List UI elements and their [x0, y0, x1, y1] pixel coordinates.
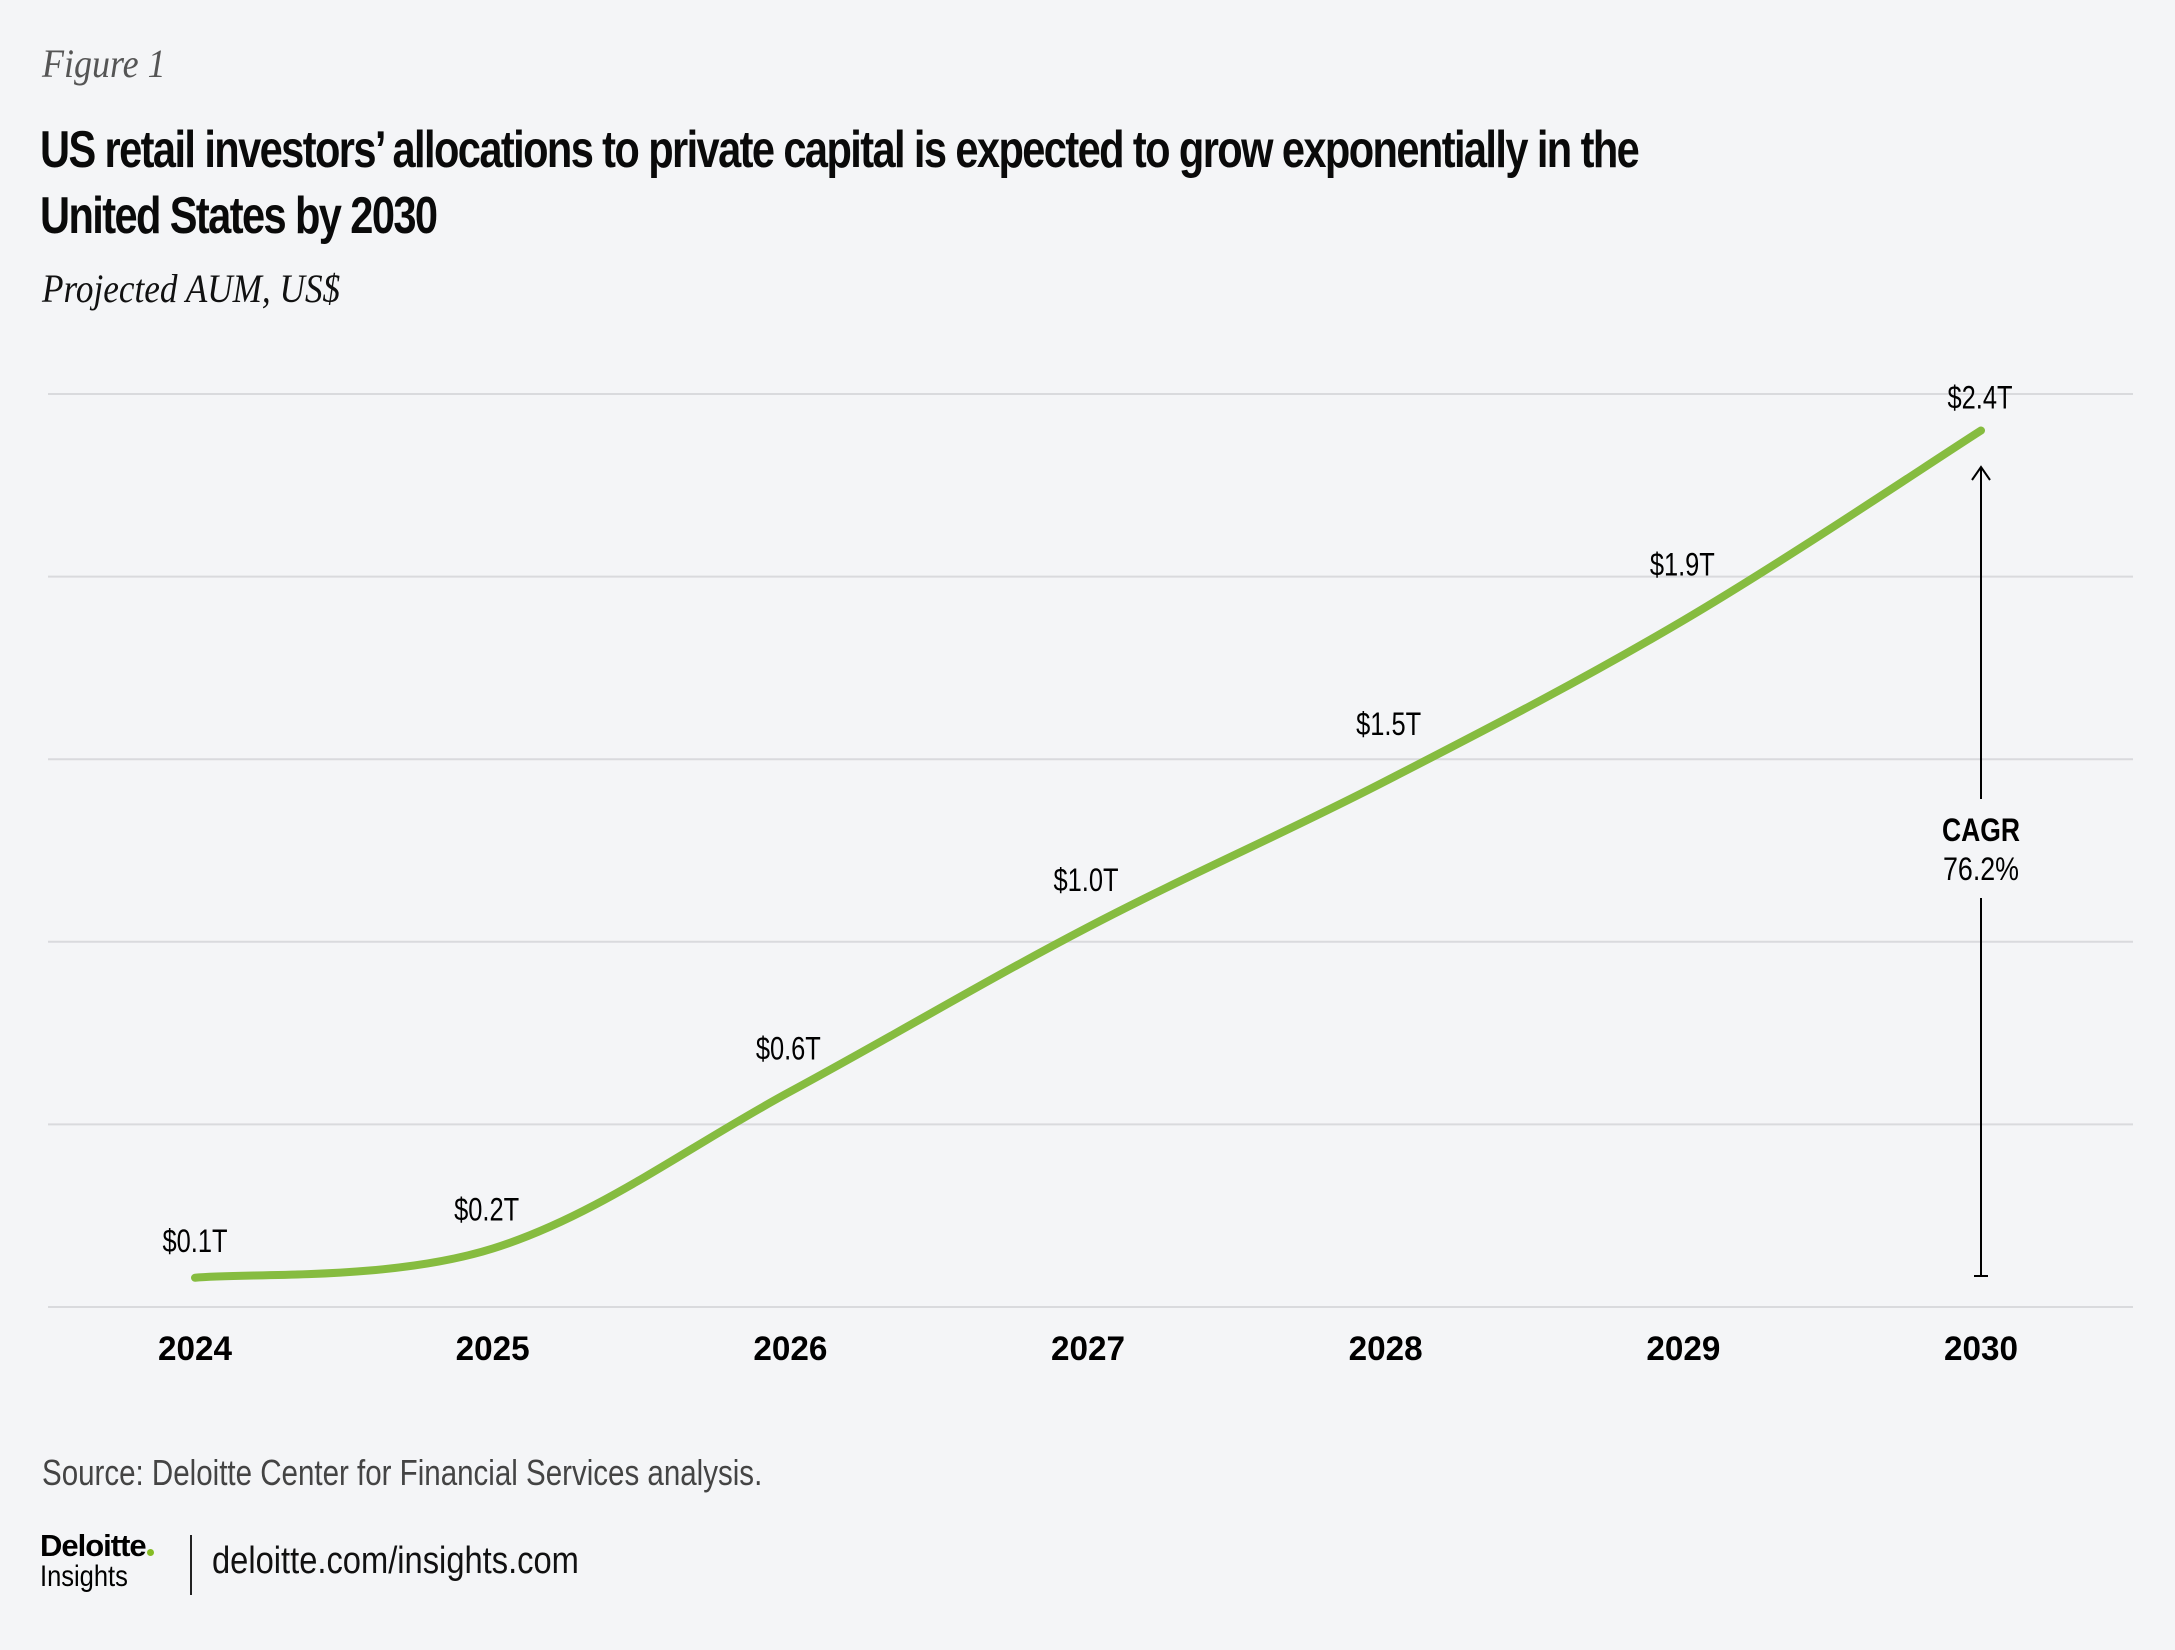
chart-title-line-2: United States by 2030	[40, 187, 438, 245]
deloitte-insights-logo: Deloitte Insights	[40, 1530, 154, 1592]
data-label: $1.9T	[1650, 546, 1715, 582]
data-label: $0.2T	[454, 1192, 519, 1228]
data-label: $0.1T	[163, 1223, 228, 1259]
logo-sub-text: Insights	[40, 1560, 128, 1593]
logo-main-text: Deloitte	[40, 1528, 147, 1563]
logo-dot-icon	[146, 1549, 154, 1556]
series-line-projected-aum	[191, 426, 1985, 1282]
gridlines	[48, 393, 2133, 1308]
x-tick-label: 2030	[1944, 1330, 2018, 1368]
chart-title-line-1: US retail investors’ allocations to priv…	[40, 121, 1640, 179]
x-tick-label: 2027	[1051, 1330, 1125, 1368]
data-label: $1.0T	[1054, 862, 1119, 898]
x-tick-label: 2029	[1646, 1330, 1720, 1368]
data-labels: $0.1T $0.2T $0.6T $1.0T $1.5T $1.9T $2.4T	[163, 380, 2013, 1259]
x-tick-label: 2028	[1349, 1330, 1423, 1368]
line-chart: 2024 2025 2026 2027 2028 2029 2030 $0.1T$0.2T$…	[48, 380, 2133, 1368]
x-tick-label: 2024	[158, 1330, 232, 1368]
x-tick-label: 2026	[753, 1330, 827, 1368]
chart-title: US retail investors’ allocations to priv…	[40, 117, 1800, 249]
x-tick-label: 2025	[456, 1330, 530, 1368]
x-axis-tick-labels: 2024 2025 2026 2027 2028 2029 2030	[158, 1330, 2018, 1368]
footer-url-link[interactable]: deloitte.com/insights.com	[212, 1540, 579, 1582]
cagr-label: CAGR	[1942, 812, 2020, 848]
footer-divider	[190, 1535, 192, 1595]
arrow-up-icon	[1971, 465, 1991, 481]
data-label: $2.4T	[1948, 380, 2013, 416]
data-label: $0.6T	[756, 1031, 821, 1067]
figure-label: Figure 1	[42, 41, 166, 86]
source-note: Source: Deloitte Center for Financial Se…	[42, 1452, 763, 1493]
cagr-value: 76.2%	[1943, 851, 2019, 887]
chart-subtitle: Projected AUM, US$	[42, 266, 341, 311]
data-label: $1.5T	[1356, 706, 1421, 742]
